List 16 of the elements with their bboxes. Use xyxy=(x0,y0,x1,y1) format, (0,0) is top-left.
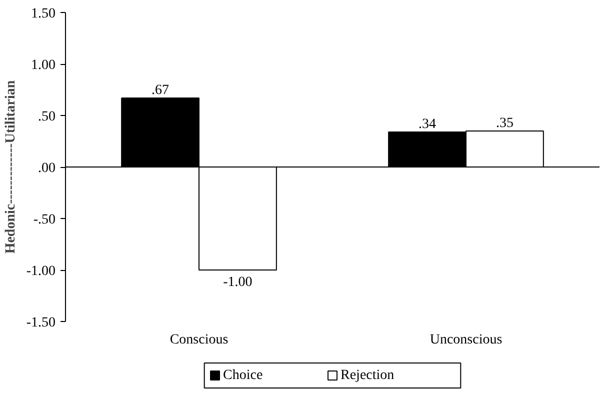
x-tick-label: Unconscious xyxy=(430,332,502,348)
data-label: .34 xyxy=(418,116,436,132)
y-tick-label: 1.00 xyxy=(31,58,56,73)
y-tick-label: .00 xyxy=(38,161,56,176)
data-label: -1.00 xyxy=(223,275,252,290)
legend-label: Choice xyxy=(223,368,263,383)
data-label: .67 xyxy=(152,82,170,98)
data-label: .35 xyxy=(496,116,514,131)
legend-label: Rejection xyxy=(340,368,394,383)
x-tick-label: Conscious xyxy=(170,332,228,348)
y-tick-label: 1.50 xyxy=(31,6,56,22)
y-tick-label: .50 xyxy=(38,110,56,124)
y-tick-label: -.50 xyxy=(33,212,56,228)
y-axis-title: Hedonic-------------Utilitarian xyxy=(3,80,18,254)
y-tick-label: -1.00 xyxy=(26,264,56,279)
y-tick-label: -1.50 xyxy=(26,316,56,330)
